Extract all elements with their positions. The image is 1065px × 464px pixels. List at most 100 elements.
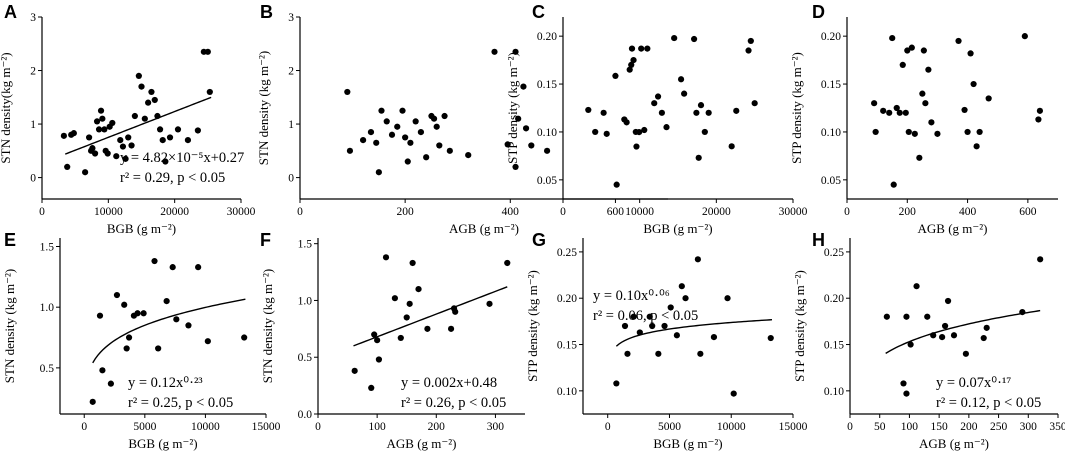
data-point — [724, 295, 731, 302]
y-tick-label: 0.20 — [824, 293, 844, 305]
data-point — [163, 298, 170, 305]
data-point — [465, 152, 472, 159]
data-point — [412, 118, 419, 125]
x-axis-label: BGB (g m⁻²) — [107, 221, 176, 236]
data-point — [661, 322, 668, 330]
panel-letter: E — [4, 230, 16, 250]
data-point — [980, 334, 987, 342]
equation-line: y = 0.07x⁰·¹⁷ — [936, 375, 1011, 391]
data-point — [970, 80, 977, 88]
data-point — [1036, 107, 1044, 114]
x-tick-label: 0 — [844, 206, 850, 218]
y-axis-label: STP density (kg m⁻²) — [525, 270, 540, 382]
data-point — [95, 126, 103, 133]
data-point — [504, 259, 511, 267]
data-point — [624, 350, 631, 357]
y-axis-label: STP density (kg m⁻²) — [789, 52, 804, 164]
x-tick-label: 0 — [847, 421, 853, 433]
x-tick-label: 350 — [1049, 421, 1065, 433]
data-point — [678, 283, 685, 290]
data-point — [113, 153, 120, 160]
y-tick-label: 0.10 — [537, 127, 557, 139]
data-point — [113, 291, 121, 299]
data-point — [930, 332, 937, 339]
y-tick-label: 0.10 — [824, 386, 844, 398]
data-point — [697, 102, 705, 109]
x-axis-label: AGB (g m⁻²) — [919, 436, 989, 451]
y-tick-label: 0.5 — [40, 363, 55, 375]
data-point — [397, 334, 404, 342]
data-point — [194, 127, 201, 134]
x-tick-label: 400 — [502, 206, 520, 218]
y-tick-label: 3 — [30, 12, 36, 24]
y-tick-label: 0.25 — [824, 247, 844, 259]
data-point — [677, 76, 685, 83]
x-tick-label: 0 — [315, 421, 321, 433]
data-point — [730, 390, 737, 397]
data-point — [359, 137, 367, 144]
y-tick-label: 0.10 — [557, 386, 577, 398]
data-point — [628, 61, 635, 68]
data-point — [375, 169, 382, 176]
data-point — [585, 106, 592, 114]
data-point — [402, 134, 409, 141]
y-tick-label: 0.15 — [537, 79, 557, 91]
x-tick-label: 15000 — [252, 421, 281, 433]
data-point — [70, 130, 77, 137]
data-point — [128, 142, 135, 149]
data-point — [504, 141, 511, 148]
data-point — [89, 398, 96, 405]
y-axis-label: STN density(kg m⁻²) — [0, 52, 13, 163]
equation-line: y = 0.12x⁰·²³ — [128, 375, 203, 391]
y-tick-label: 0 — [30, 173, 36, 185]
data-point — [908, 44, 915, 51]
y-tick-label: 1.0 — [298, 295, 313, 307]
data-point — [673, 332, 680, 339]
data-point — [916, 154, 923, 161]
x-axis-label: AGB (g m⁻²) — [449, 221, 519, 236]
data-point — [125, 134, 132, 141]
y-axis-label: STP density (kg m⁻²) — [505, 52, 520, 164]
x-tick-label: 30000 — [779, 206, 808, 218]
fit-line — [885, 309, 1041, 355]
data-point — [206, 88, 213, 96]
y-tick-label: 0.15 — [557, 340, 577, 352]
equation-line: r² = 0.06, p < 0.05 — [593, 308, 698, 324]
equation-line: y = 4.82×10⁻⁵x+0.27 — [120, 150, 244, 166]
data-point — [644, 45, 651, 52]
data-point — [441, 112, 448, 120]
x-tick-label: 15000 — [779, 421, 808, 433]
panel-letter: G — [532, 230, 546, 250]
x-tick-label: 600 — [1019, 206, 1037, 218]
data-point — [346, 147, 354, 154]
data-point — [903, 390, 910, 397]
equation-line: y = 0.002x+0.48 — [401, 375, 497, 391]
data-point — [543, 147, 551, 154]
data-point — [367, 128, 375, 136]
y-tick-label: 0 — [288, 173, 294, 185]
data-point — [491, 48, 498, 55]
data-point — [1037, 256, 1044, 263]
data-point — [646, 313, 653, 320]
data-point — [93, 118, 101, 125]
data-point — [767, 334, 774, 342]
data-point — [512, 48, 519, 55]
data-point — [728, 143, 735, 150]
data-point — [373, 139, 380, 146]
data-point — [368, 384, 375, 391]
data-point — [985, 95, 992, 102]
x-tick-label: 5000 — [133, 421, 156, 433]
data-point — [880, 107, 887, 114]
data-point — [907, 341, 914, 348]
data-point — [512, 163, 519, 170]
data-point — [151, 96, 158, 104]
x-tick-label: 20000 — [160, 206, 189, 218]
data-point — [145, 99, 152, 106]
data-point — [636, 329, 643, 336]
data-point — [939, 334, 946, 341]
data-point — [630, 57, 637, 64]
data-point — [630, 313, 637, 320]
data-point — [904, 47, 911, 54]
data-point — [404, 158, 411, 165]
x-tick-label: 300 — [487, 421, 505, 433]
